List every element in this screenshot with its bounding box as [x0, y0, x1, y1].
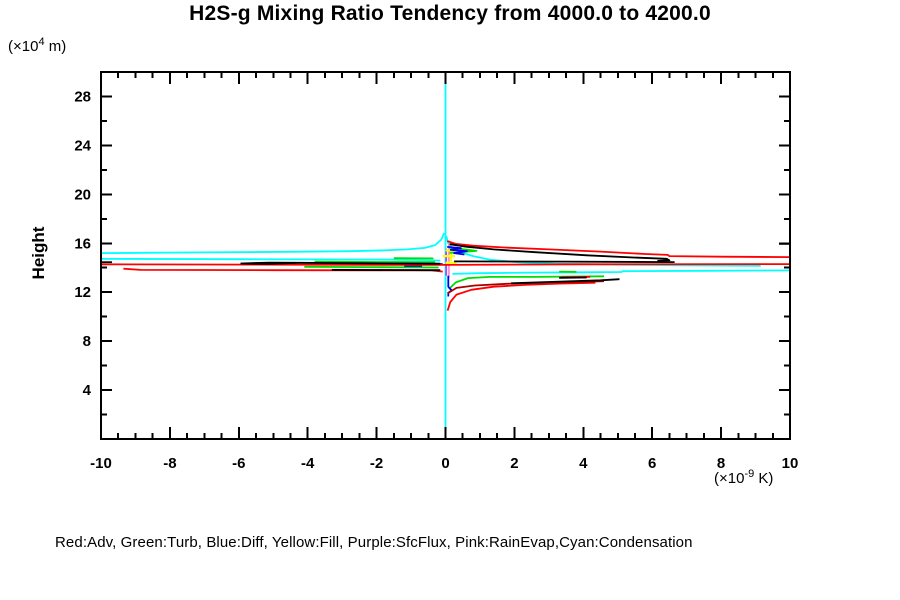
x-tick-label: -8 — [163, 455, 176, 472]
series-black — [510, 278, 620, 285]
series-adv — [446, 240, 790, 258]
x-tick-label: -6 — [232, 455, 245, 472]
x-tick-label: 8 — [717, 455, 725, 472]
series-diff — [447, 246, 468, 256]
y-tick-label: 16 — [74, 235, 91, 252]
y-tick-label: 4 — [83, 382, 92, 399]
x-tick-label: 4 — [579, 455, 588, 472]
x-tick-label: 6 — [648, 455, 656, 472]
y-axis-unit-label: (×104 m) — [8, 36, 67, 55]
series-black — [299, 261, 441, 265]
x-tick-label: -4 — [301, 455, 315, 472]
series-black — [449, 243, 671, 262]
y-tick-label: 24 — [74, 137, 91, 154]
x-tick-label: -2 — [370, 455, 383, 472]
series-condensation — [101, 257, 441, 262]
y-tick-label: 20 — [74, 186, 91, 203]
x-axis-unit-label: (×10-9 K) — [714, 468, 774, 487]
series-black — [454, 260, 675, 263]
y-tick-label: 28 — [74, 88, 91, 105]
series-adv — [446, 281, 596, 311]
series-color-legend: Red:Adv, Green:Turb, Blue:Diff, Yellow:F… — [55, 534, 693, 551]
y-tick-label: 12 — [74, 284, 91, 301]
series-turb — [314, 260, 436, 264]
x-tick-label: -10 — [90, 455, 112, 472]
series-black — [240, 261, 301, 265]
series-turb — [448, 275, 605, 290]
series-adv — [101, 263, 790, 266]
x-tick-label: 0 — [441, 455, 449, 472]
chart-title: H2S-g Mixing Ratio Tendency from 4000.0 … — [189, 2, 711, 25]
series-condensation — [101, 232, 445, 254]
series-condensation — [452, 269, 790, 275]
y-tick-label: 8 — [83, 333, 91, 350]
x-tick-label: 10 — [782, 455, 799, 472]
x-tick-label: 2 — [510, 455, 518, 472]
series-turb — [304, 265, 439, 269]
